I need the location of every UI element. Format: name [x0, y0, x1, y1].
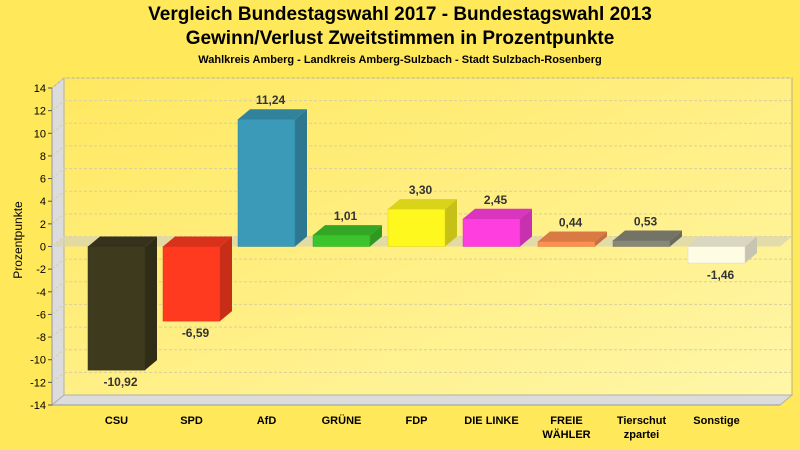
y-tick-label: 8 — [40, 151, 46, 163]
y-tick-label: -2 — [36, 264, 46, 276]
x-category-label: CSU — [105, 415, 128, 427]
bar-front — [687, 246, 746, 264]
x-category-label: FREIE — [550, 415, 582, 427]
y-axis-ticks: 14 12 10 8 6 4 2 0 -2 -4 -6 -8 -10 -12 -14 — [30, 83, 52, 412]
x-category-label: WÄHLER — [542, 428, 590, 441]
bar-top — [238, 109, 307, 120]
value-label: 0,44 — [559, 216, 583, 230]
value-label: 0,53 — [634, 214, 658, 228]
bar-top — [313, 225, 382, 236]
value-label: -1,46 — [707, 268, 735, 282]
y-tick-label: 4 — [40, 196, 46, 208]
x-category-label: SPD — [180, 415, 203, 427]
bar-afd — [237, 109, 307, 247]
bar-side — [145, 236, 157, 371]
grid-line-side — [51, 349, 65, 361]
grid-line-side — [51, 371, 65, 383]
bar-side — [445, 199, 457, 247]
bar-top — [88, 236, 157, 247]
y-tick-label: -14 — [30, 400, 46, 412]
y-tick-label: -8 — [36, 332, 46, 344]
bar-top — [163, 236, 232, 247]
grid-line-side — [51, 190, 65, 202]
y-tick-label: 2 — [40, 219, 46, 231]
y-tick-label: 14 — [34, 83, 46, 95]
bar-front — [537, 241, 596, 247]
chart-subtitle: Gewinn/Verlust Zweitstimmen in Prozentpu… — [185, 28, 615, 49]
grid-lines — [51, 77, 792, 383]
bar-front — [162, 246, 221, 322]
value-label: -6,59 — [182, 326, 210, 340]
bar-front — [612, 240, 671, 247]
x-category-label: FDP — [406, 415, 428, 427]
x-category-label: GRÜNE — [322, 414, 362, 427]
value-label: 2,45 — [484, 193, 508, 207]
value-label: 11,24 — [256, 93, 286, 107]
y-tick-label: 10 — [34, 128, 46, 140]
grid-line-side — [51, 281, 65, 293]
bar-side — [370, 225, 382, 247]
bars — [87, 109, 757, 371]
grid-line-side — [51, 100, 65, 112]
plot-floor — [50, 394, 794, 406]
chart-region-subtitle: Wahlkreis Amberg - Landkreis Amberg-Sulz… — [198, 54, 602, 66]
bar-side — [745, 236, 757, 264]
x-category-label: zpartei — [624, 429, 659, 441]
value-label: -10,92 — [103, 375, 137, 389]
grid-line-side — [51, 213, 65, 225]
bar-front — [462, 218, 521, 247]
bar-sonstige — [687, 236, 757, 264]
y-tick-label: -10 — [30, 355, 46, 367]
bar-front — [237, 118, 296, 247]
bar-top — [538, 231, 607, 242]
bar-grüne — [312, 225, 382, 247]
y-tick-label: 6 — [40, 174, 46, 186]
bar-top — [613, 230, 682, 241]
grid-line-side — [51, 122, 65, 134]
grid-line-side — [51, 145, 65, 157]
bar-side — [670, 230, 682, 247]
bar-front — [87, 246, 146, 371]
value-labels: -10,92 -6,59 11,24 1,01 3,30 2,45 0,44 0,53 -1,4… — [103, 93, 734, 389]
bar-freie-wähler — [537, 231, 607, 247]
y-tick-label: 0 — [40, 242, 46, 254]
bar-die-linke — [462, 208, 532, 247]
grid-line-side — [51, 168, 65, 179]
y-tick-label: 12 — [34, 106, 46, 118]
y-tick-label: -4 — [36, 287, 46, 299]
grid-line-side — [51, 326, 65, 338]
x-category-label: DIE LINKE — [464, 415, 518, 427]
value-label: 1,01 — [334, 209, 358, 223]
bar-csu — [87, 236, 157, 371]
bar-top — [463, 208, 532, 219]
bar-side — [595, 231, 607, 247]
bar-side — [520, 208, 532, 247]
value-label: 3,30 — [409, 183, 433, 197]
bar-side — [295, 109, 307, 247]
y-axis-label: Prozentpunkte — [11, 201, 25, 279]
bar-side — [220, 236, 232, 322]
y-tick-label: -6 — [36, 309, 46, 321]
y-tick-label: -12 — [30, 377, 46, 389]
grid-line-side — [51, 258, 65, 270]
x-category-label: Tierschut — [617, 415, 667, 427]
x-category-label: AfD — [257, 415, 277, 427]
x-category-label: Sonstige — [693, 415, 739, 427]
bar-spd — [162, 236, 232, 322]
grid-line-side — [51, 77, 65, 89]
bar-front — [312, 234, 371, 247]
bar-tierschut-zpartei — [612, 230, 682, 247]
bar-fdp — [387, 199, 457, 247]
chart-title: Vergleich Bundestagswahl 2017 - Bundesta… — [148, 4, 652, 25]
bar-front — [387, 208, 446, 247]
grid-line-side — [51, 304, 65, 315]
bar-top — [388, 199, 457, 210]
bar-top — [688, 236, 757, 247]
